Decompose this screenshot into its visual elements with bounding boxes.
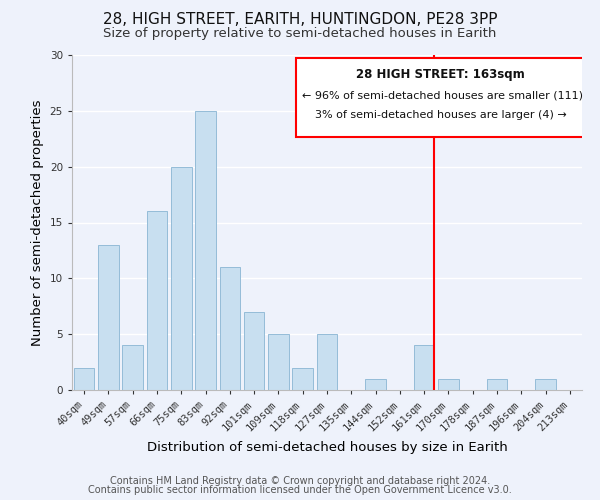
X-axis label: Distribution of semi-detached houses by size in Earith: Distribution of semi-detached houses by … [146, 441, 508, 454]
Text: Size of property relative to semi-detached houses in Earith: Size of property relative to semi-detach… [103, 28, 497, 40]
Bar [292, 368, 313, 390]
Bar [146, 212, 167, 390]
Bar [414, 346, 434, 390]
Text: ← 96% of semi-detached houses are smaller (111): ← 96% of semi-detached houses are smalle… [302, 90, 583, 100]
Text: 28 HIGH STREET: 163sqm: 28 HIGH STREET: 163sqm [356, 68, 525, 82]
Text: 28, HIGH STREET, EARITH, HUNTINGDON, PE28 3PP: 28, HIGH STREET, EARITH, HUNTINGDON, PE2… [103, 12, 497, 28]
Bar [438, 379, 459, 390]
Bar [122, 346, 143, 390]
Bar [268, 334, 289, 390]
Bar [171, 166, 191, 390]
Text: 3% of semi-detached houses are larger (4) →: 3% of semi-detached houses are larger (4… [314, 110, 566, 120]
Text: Contains public sector information licensed under the Open Government Licence v3: Contains public sector information licen… [88, 485, 512, 495]
Y-axis label: Number of semi-detached properties: Number of semi-detached properties [31, 99, 44, 346]
Text: Contains HM Land Registry data © Crown copyright and database right 2024.: Contains HM Land Registry data © Crown c… [110, 476, 490, 486]
Bar [244, 312, 265, 390]
Bar [74, 368, 94, 390]
Bar [98, 245, 119, 390]
Bar [220, 267, 240, 390]
FancyBboxPatch shape [296, 58, 584, 137]
Bar [365, 379, 386, 390]
Bar [317, 334, 337, 390]
Bar [195, 111, 216, 390]
Bar [535, 379, 556, 390]
Bar [487, 379, 508, 390]
